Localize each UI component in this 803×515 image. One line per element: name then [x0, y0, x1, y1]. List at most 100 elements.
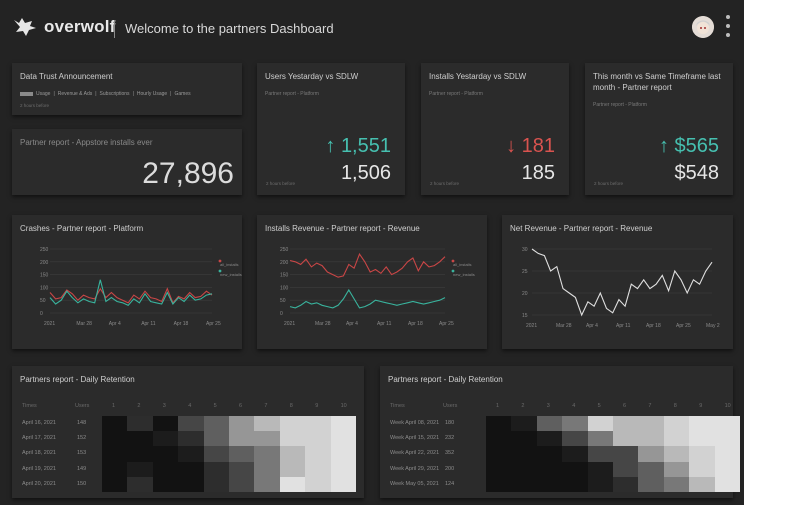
- tag[interactable]: Subscriptions: [99, 91, 130, 97]
- tag[interactable]: Games: [174, 91, 191, 97]
- retention-cell[interactable]: [663, 446, 690, 462]
- retention-cell[interactable]: [279, 446, 306, 462]
- retention-cell[interactable]: [330, 416, 356, 432]
- installs-ever-card[interactable]: Partner report - Appstore installs ever …: [12, 129, 242, 195]
- retention-cell[interactable]: [305, 416, 331, 432]
- retention-cell[interactable]: [178, 461, 204, 477]
- retention-cell[interactable]: [663, 416, 690, 432]
- retention-cell[interactable]: [486, 446, 512, 462]
- retention-cell[interactable]: [330, 431, 356, 447]
- retention-cell[interactable]: [102, 446, 128, 462]
- retention-cell[interactable]: [152, 416, 179, 432]
- retention-cell[interactable]: [663, 476, 690, 492]
- retention-cell[interactable]: [229, 431, 255, 447]
- retention-cell[interactable]: [178, 446, 204, 462]
- installs-revenue-chart-card[interactable]: Installs Revenue - Partner report - Reve…: [257, 215, 487, 349]
- retention-cell[interactable]: [536, 476, 563, 492]
- series-line-all_installs[interactable]: [49, 287, 213, 304]
- retention-cell[interactable]: [638, 446, 664, 462]
- retention-cell[interactable]: [613, 416, 639, 432]
- retention-cell[interactable]: [536, 431, 563, 447]
- retention-cell[interactable]: [587, 446, 613, 462]
- retention-cell[interactable]: [229, 461, 255, 477]
- series-line-new_installs[interactable]: [49, 279, 213, 306]
- retention-cell[interactable]: [330, 461, 356, 477]
- retention-cell[interactable]: [714, 431, 740, 447]
- retention-cell[interactable]: [562, 476, 588, 492]
- retention-cell[interactable]: [254, 416, 280, 432]
- series-line-new_installs[interactable]: [289, 288, 446, 309]
- series-line-net_revenue[interactable]: [531, 248, 713, 317]
- retention-cell[interactable]: [102, 461, 128, 477]
- retention-cell[interactable]: [330, 476, 356, 492]
- retention-cell[interactable]: [229, 446, 255, 462]
- crashes-chart-card[interactable]: Crashes - Partner report - Platform 250 2…: [12, 215, 242, 349]
- retention-cell[interactable]: [663, 431, 690, 447]
- retention-cell[interactable]: [536, 446, 563, 462]
- retention-cell[interactable]: [305, 446, 331, 462]
- more-menu-icon[interactable]: [724, 15, 732, 41]
- retention-cell[interactable]: [562, 416, 588, 432]
- retention-cell[interactable]: [714, 446, 740, 462]
- tag[interactable]: Revenue & Ads: [57, 91, 93, 97]
- tag[interactable]: Usage: [36, 91, 51, 97]
- retention-cell[interactable]: [689, 416, 715, 432]
- retention-cell[interactable]: [536, 461, 563, 477]
- retention-cell[interactable]: [613, 461, 639, 477]
- retention-cell[interactable]: [689, 476, 715, 492]
- retention-cell[interactable]: [714, 476, 740, 492]
- retention-cell[interactable]: [330, 446, 356, 462]
- retention-cell[interactable]: [536, 416, 563, 432]
- retention-cell[interactable]: [279, 431, 306, 447]
- retention-cell[interactable]: [587, 461, 613, 477]
- retention-cell[interactable]: [102, 476, 128, 492]
- retention-cell[interactable]: [511, 446, 537, 462]
- retention-cell[interactable]: [152, 446, 179, 462]
- kpi-card-revenue[interactable]: This month vs Same Timeframe last month …: [585, 63, 733, 195]
- retention-cell[interactable]: [587, 431, 613, 447]
- retention-cell[interactable]: [511, 476, 537, 492]
- retention-cell[interactable]: [486, 476, 512, 492]
- retention-cell[interactable]: [203, 446, 229, 462]
- retention-cell[interactable]: [279, 416, 306, 432]
- retention-card-weekly[interactable]: Partners report - Daily Retention Times U…: [380, 366, 740, 498]
- retention-cell[interactable]: [562, 446, 588, 462]
- retention-cell[interactable]: [486, 431, 512, 447]
- retention-cell[interactable]: [638, 461, 664, 477]
- retention-cell[interactable]: [254, 461, 280, 477]
- retention-cell[interactable]: [689, 446, 715, 462]
- kpi-card-users[interactable]: Users Yestarday vs SDLW Partner report -…: [257, 63, 405, 195]
- retention-cell[interactable]: [229, 476, 255, 492]
- retention-cell[interactable]: [127, 416, 153, 432]
- retention-cell[interactable]: [562, 461, 588, 477]
- retention-cell[interactable]: [203, 461, 229, 477]
- retention-cell[interactable]: [613, 431, 639, 447]
- retention-card-daily[interactable]: Partners report - Daily Retention Times U…: [12, 366, 364, 498]
- retention-cell[interactable]: [714, 416, 740, 432]
- retention-cell[interactable]: [178, 476, 204, 492]
- retention-cell[interactable]: [203, 416, 229, 432]
- retention-cell[interactable]: [254, 446, 280, 462]
- retention-cell[interactable]: [279, 461, 306, 477]
- retention-cell[interactable]: [714, 461, 740, 477]
- retention-cell[interactable]: [127, 446, 153, 462]
- avatar[interactable]: [692, 16, 714, 38]
- retention-cell[interactable]: [152, 476, 179, 492]
- retention-cell[interactable]: [279, 476, 306, 492]
- retention-cell[interactable]: [254, 431, 280, 447]
- retention-cell[interactable]: [689, 461, 715, 477]
- series-line-all_installs[interactable]: [289, 252, 446, 278]
- retention-cell[interactable]: [562, 431, 588, 447]
- retention-cell[interactable]: [229, 416, 255, 432]
- retention-cell[interactable]: [305, 431, 331, 447]
- retention-cell[interactable]: [203, 431, 229, 447]
- retention-cell[interactable]: [152, 461, 179, 477]
- retention-cell[interactable]: [254, 476, 280, 492]
- retention-cell[interactable]: [613, 476, 639, 492]
- retention-cell[interactable]: [127, 476, 153, 492]
- retention-cell[interactable]: [511, 416, 537, 432]
- retention-cell[interactable]: [587, 476, 613, 492]
- kpi-card-installs[interactable]: Installs Yestarday vs SDLW Partner repor…: [421, 63, 569, 195]
- retention-cell[interactable]: [587, 416, 613, 432]
- retention-cell[interactable]: [638, 431, 664, 447]
